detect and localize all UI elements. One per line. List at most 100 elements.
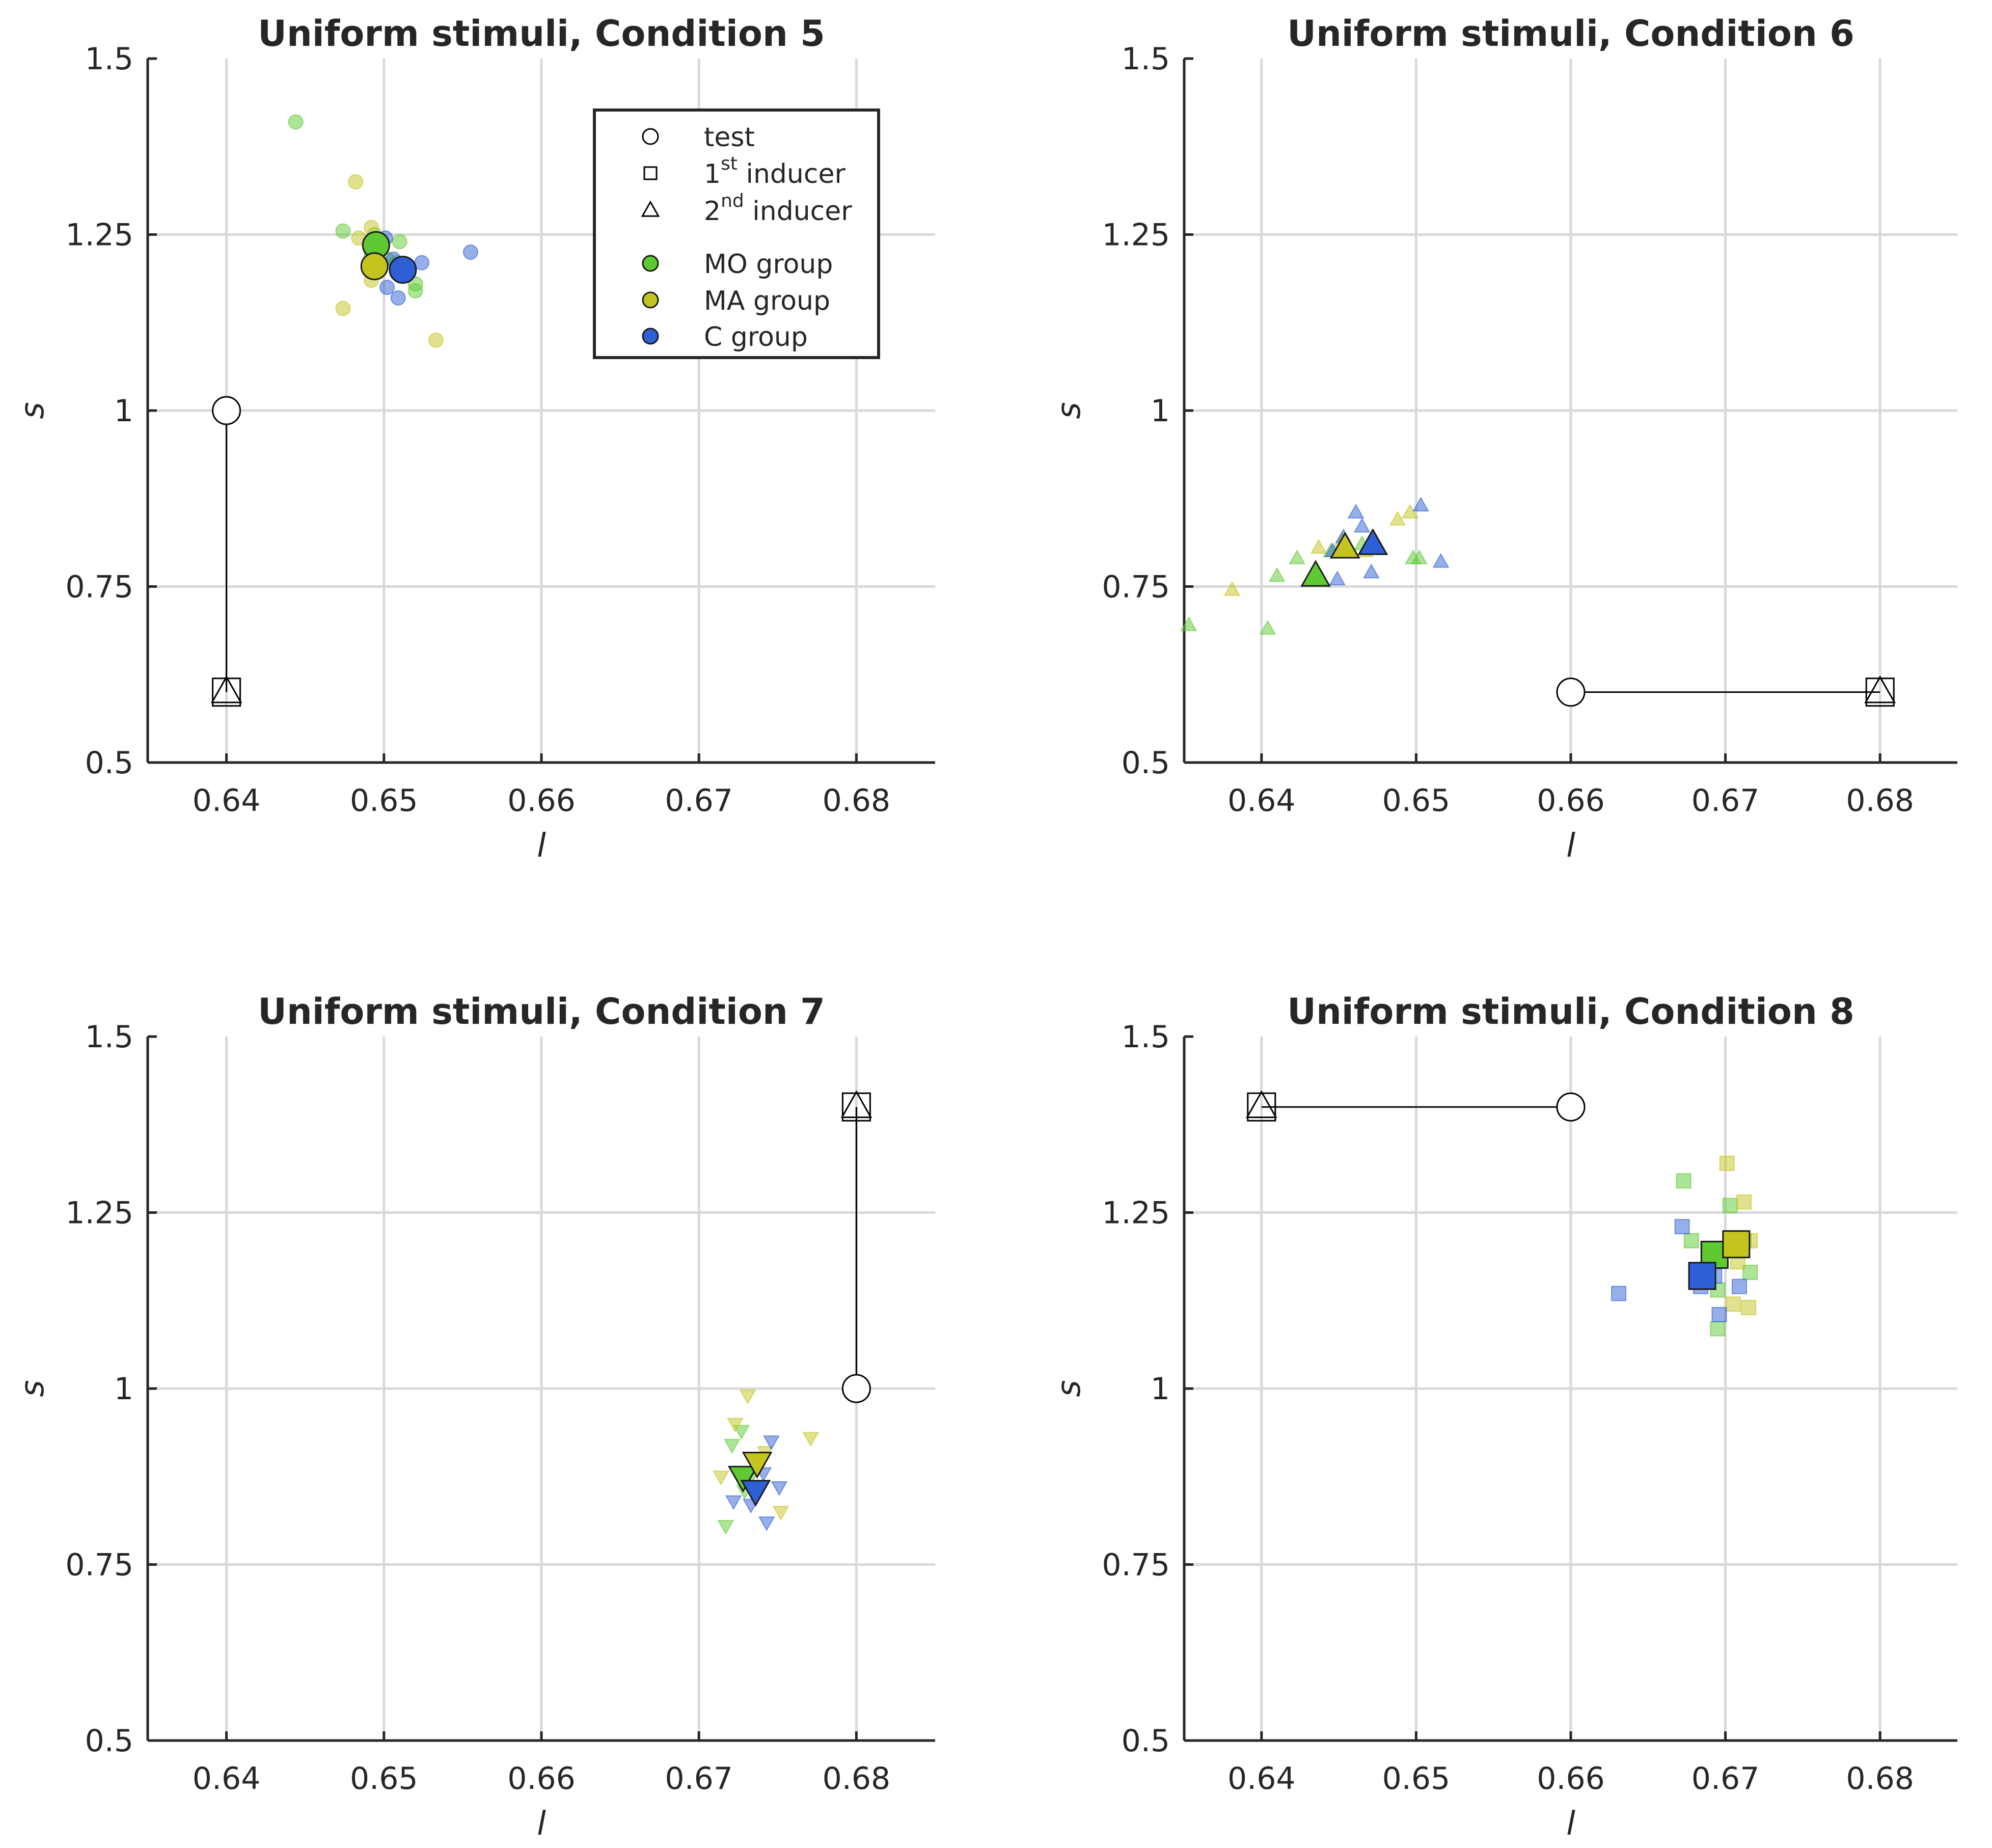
legend-label-num: 2 [704, 196, 721, 227]
individual-point-c [1611, 1286, 1627, 1301]
individual-point-ma [348, 174, 364, 189]
x-tick-label: 0.67 [1691, 1761, 1760, 1797]
individual-point-ma [428, 332, 444, 348]
chart-panel: 0.64 0.65 0.66 0.67 0.68 0.5 0.75 1 1.25 1.5 Unifo… [1050, 991, 1957, 1843]
x-tick-label: 0.67 [665, 783, 733, 819]
second-inducer-marker [1245, 1090, 1277, 1118]
y-axis-label: s [14, 402, 51, 419]
y-tick-label: 1.5 [1122, 41, 1170, 77]
individual-point-c [414, 255, 430, 270]
individual-point-c [1432, 553, 1450, 568]
x-tick-label: 0.64 [1227, 783, 1296, 819]
y-axis-label: s [1050, 402, 1088, 419]
y-tick-label: 0.5 [85, 745, 133, 781]
individual-point-mo [733, 1425, 750, 1440]
individual-point-ma [1389, 510, 1406, 526]
individual-point-mo [288, 114, 304, 130]
x-tick-label: 0.65 [1382, 783, 1451, 819]
individual-point-ma [1719, 1155, 1735, 1171]
legend-group-marker [642, 328, 659, 345]
x-tick-label: 0.65 [350, 1761, 418, 1797]
y-tick-label: 1.25 [65, 1195, 133, 1231]
x-tick-label: 0.67 [1691, 783, 1760, 819]
group-mean-ma [742, 1452, 773, 1479]
x-tick-label: 0.66 [1537, 1761, 1605, 1797]
legend-label: MA group [704, 286, 830, 316]
individual-point-ma [802, 1432, 820, 1447]
y-tick-label: 1.25 [1102, 1195, 1170, 1231]
individual-point-mo [1180, 616, 1197, 632]
y-tick-label: 0.5 [85, 1723, 133, 1759]
individual-point-c [1674, 1219, 1690, 1235]
chart-title: Uniform stimuli, Condition 5 [258, 13, 825, 55]
x-tick-label: 0.68 [823, 1761, 891, 1797]
individual-point-mo [1268, 567, 1286, 582]
group-mean-ma [1722, 1230, 1751, 1259]
legend-label: test [704, 122, 755, 153]
individual-point-mo [717, 1519, 734, 1535]
individual-point-mo [1259, 619, 1276, 635]
test-stimulus-marker [212, 396, 241, 425]
individual-point-mo [335, 223, 351, 239]
individual-point-ma [726, 1418, 744, 1433]
individual-point-c [1329, 570, 1346, 586]
individual-point-mo [1289, 549, 1306, 564]
x-tick-label: 0.66 [507, 1761, 576, 1797]
individual-point-c [771, 1481, 788, 1496]
legend-label: MO group [704, 249, 833, 280]
chart-title: Uniform stimuli, Condition 7 [258, 991, 825, 1032]
x-tick-label: 0.65 [350, 783, 418, 819]
legend-inducer1-marker [643, 166, 658, 180]
x-axis-label: l [1566, 827, 1575, 865]
y-tick-label: 1 [1151, 393, 1170, 429]
second-inducer-marker [840, 1090, 872, 1118]
individual-point-ma [1741, 1300, 1757, 1316]
individual-point-mo [1676, 1173, 1691, 1189]
test-stimulus-marker [841, 1374, 871, 1403]
individual-point-ma [1736, 1194, 1752, 1210]
individual-point-mo [1710, 1321, 1726, 1337]
second-inducer-marker [210, 675, 242, 703]
legend-label: 1st inducer [704, 153, 845, 189]
y-tick-label: 1 [1151, 1371, 1170, 1407]
y-tick-label: 1.5 [85, 1019, 133, 1055]
y-tick-label: 1.5 [1122, 1019, 1170, 1055]
x-tick-label: 0.64 [193, 1761, 261, 1797]
chart-title: Uniform stimuli, Condition 8 [1287, 991, 1854, 1032]
legend-label: 2nd inducer [704, 191, 852, 227]
x-tick-label: 0.68 [1846, 783, 1914, 819]
individual-point-mo [1722, 1198, 1738, 1213]
y-tick-label: 1.25 [65, 218, 133, 253]
group-mean-ma [1329, 531, 1360, 559]
y-tick-label: 0.5 [1122, 745, 1170, 781]
legend-label-rest: inducer [738, 159, 845, 189]
y-tick-label: 0.75 [65, 569, 133, 605]
x-tick-label: 0.68 [823, 783, 891, 819]
individual-point-c [1412, 497, 1429, 512]
x-tick-label: 0.64 [193, 783, 261, 819]
legend-label-rest: inducer [744, 196, 852, 227]
individual-point-c [1353, 518, 1371, 533]
individual-point-c [1711, 1307, 1727, 1322]
group-mean-ma [360, 252, 389, 281]
legend-inducer2-marker [641, 200, 660, 217]
individual-point-c [1362, 563, 1380, 579]
legend-label: C group [704, 322, 808, 352]
y-tick-label: 1.25 [1102, 218, 1170, 253]
individual-point-mo [392, 234, 407, 250]
chart-panel: 0.64 0.65 0.66 0.67 0.68 0.5 0.75 1 1.25 1.5 Unifo… [14, 991, 935, 1843]
y-tick-label: 1.5 [85, 41, 133, 77]
group-mean-mo [727, 1465, 758, 1493]
x-axis-label: l [537, 827, 546, 865]
individual-point-mo [723, 1439, 741, 1454]
individual-point-mo [1683, 1233, 1699, 1248]
legend-label-num: 1 [704, 159, 721, 189]
test-stimulus-marker [1556, 677, 1586, 707]
individual-point-c [1731, 1279, 1747, 1294]
x-tick-label: 0.65 [1382, 1761, 1451, 1797]
x-tick-label: 0.66 [1537, 783, 1605, 819]
x-axis-label: l [1566, 1805, 1575, 1843]
individual-point-ma [1223, 581, 1241, 596]
